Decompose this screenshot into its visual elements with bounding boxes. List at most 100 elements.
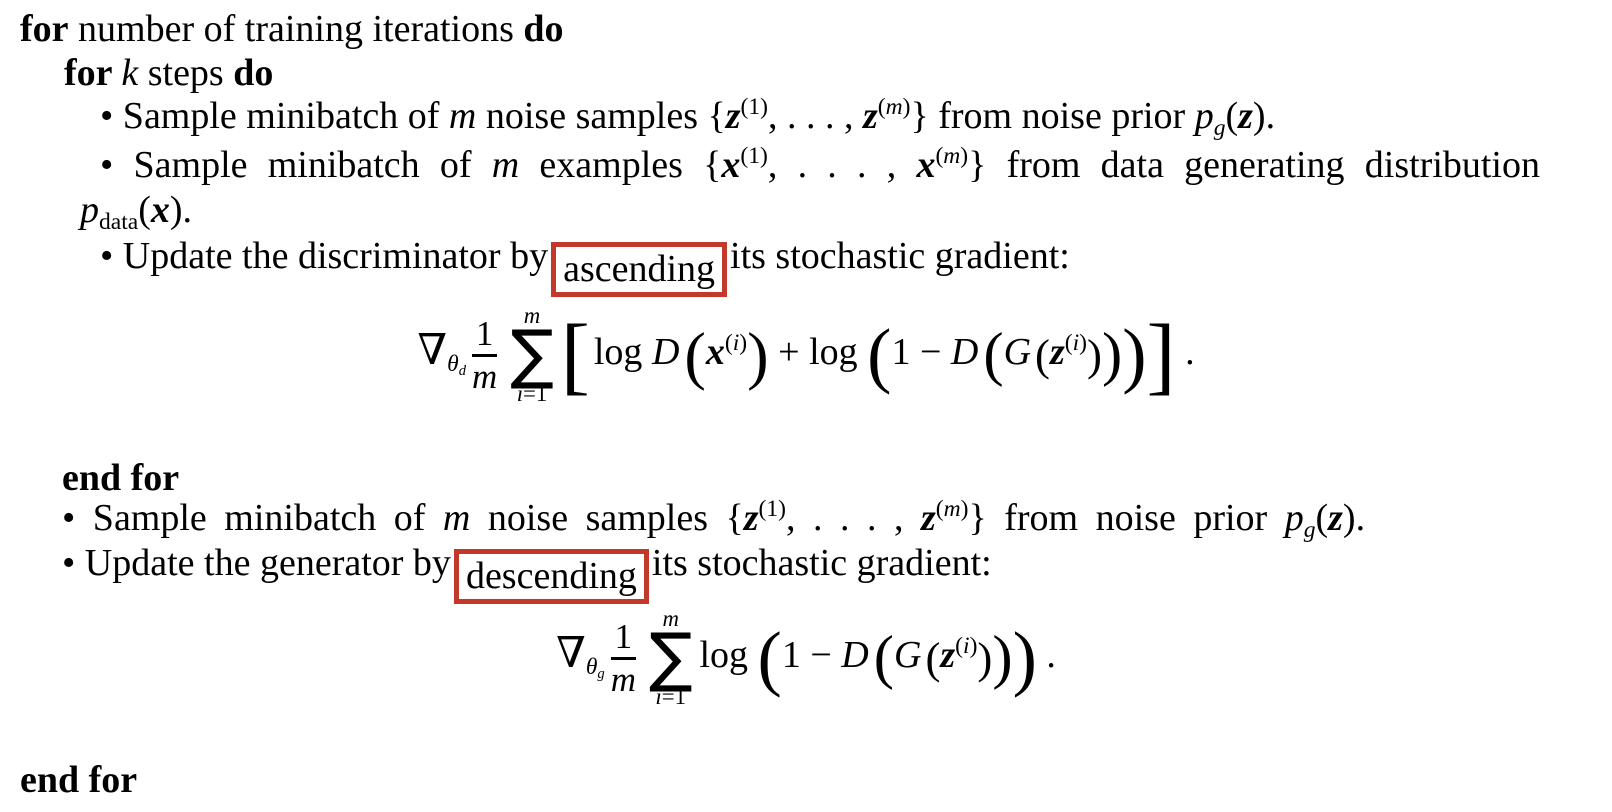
superscript: (i): [955, 633, 977, 659]
text: (: [935, 496, 944, 523]
discriminator-gradient-formula: ∇θd 1 m m ∑ i=1[log D(x(i)) + log (1 − D(G(z(…: [0, 303, 1612, 406]
text: (1): [740, 94, 768, 121]
for-loop-inner: for k steps do: [64, 51, 273, 95]
subscript: g: [1304, 517, 1316, 543]
text: (: [1225, 95, 1239, 137]
subscript: θg: [585, 653, 605, 681]
text: ): [739, 330, 748, 357]
highlight-box: ascending: [551, 242, 728, 298]
keyword: for: [20, 8, 69, 50]
subscript: g: [1214, 115, 1226, 141]
math-var: i: [963, 633, 970, 660]
delimiter: (: [684, 319, 706, 392]
delimiter: (: [1035, 330, 1050, 381]
text: .: [1036, 633, 1056, 676]
delimiter: [: [560, 306, 590, 404]
text: number of training iterations: [68, 8, 524, 50]
text: • Sample minibatch of: [62, 497, 443, 539]
delimiter: ): [1122, 314, 1147, 396]
math-var: G: [1003, 330, 1032, 373]
math-var: k: [121, 52, 139, 94]
math-var: d: [458, 362, 466, 379]
math-var: i: [516, 380, 524, 406]
sum-lower-limit: i=1: [655, 685, 686, 709]
superscript: (1): [759, 496, 786, 522]
sigma-icon: ∑: [510, 316, 554, 392]
math-vector: z: [940, 633, 956, 676]
superscript: (1): [740, 143, 767, 169]
math-var: m: [448, 95, 477, 137]
keyword: end for: [20, 759, 138, 801]
text: , . . . ,: [786, 497, 921, 539]
math-vector: z: [743, 497, 759, 539]
text: (: [138, 189, 151, 231]
superscript: (m): [935, 143, 968, 169]
sum-upper-limit: m: [523, 303, 541, 328]
delimiter: ): [1087, 330, 1102, 381]
numerator: 1: [615, 618, 632, 656]
text: , . . . ,: [767, 144, 917, 186]
math-vector: z: [1238, 95, 1253, 137]
math-var: m: [523, 303, 541, 328]
text: } from noise prior: [968, 497, 1285, 539]
highlight-box: descending: [453, 549, 649, 605]
superscript: (i): [1065, 330, 1087, 356]
math-var: i: [732, 330, 740, 357]
text: (: [724, 330, 733, 357]
step-update-discriminator: • Update the discriminator by ascending it…: [100, 234, 1070, 298]
keyword: for: [64, 52, 122, 94]
text: its stochastic gradient:: [730, 235, 1070, 277]
delimiter: ): [992, 624, 1013, 692]
text: ): [1079, 330, 1088, 357]
delimiter: ): [747, 319, 769, 392]
math-var: m: [471, 356, 498, 396]
superscript: (i): [725, 330, 747, 356]
keyword: end for: [62, 457, 180, 499]
math-var: θ: [585, 653, 598, 680]
text: ): [902, 94, 911, 121]
denominator: m: [471, 356, 498, 396]
math-var: D: [651, 330, 680, 373]
delimiter: (: [925, 633, 941, 684]
math-var: D: [841, 633, 869, 676]
math-var: i: [1072, 330, 1080, 357]
math-var: m: [943, 143, 961, 170]
summation: m ∑ i=1: [649, 607, 693, 709]
step-sample-data: • Sample minibatch of m examples {x(1), …: [100, 143, 1540, 187]
math-var: G: [893, 633, 922, 676]
text: ): [969, 633, 978, 660]
text: ): [960, 496, 969, 523]
step-update-generator: • Update the generator by descending its s…: [62, 541, 992, 605]
delimiter: (: [983, 321, 1004, 389]
superscript: (m): [878, 94, 911, 120]
text: ): [960, 143, 969, 170]
text: noise samples {: [470, 497, 744, 539]
math-vector: z: [1049, 330, 1065, 373]
text: log: [699, 633, 758, 676]
text: log: [593, 330, 652, 373]
text: (: [1315, 497, 1329, 539]
text: ).: [1252, 95, 1276, 137]
superscript: (1): [741, 94, 768, 120]
text: noise samples {: [476, 95, 726, 137]
math-var: g: [1303, 516, 1316, 543]
sum-lower-limit: i=1: [516, 380, 548, 406]
denominator: m: [610, 659, 636, 699]
text: 1 −: [781, 633, 842, 676]
math-var: m: [442, 497, 471, 539]
math-var: m: [610, 659, 636, 699]
subscript: θd: [447, 351, 466, 379]
text: • Sample minibatch of: [100, 144, 492, 186]
summation: m ∑ i=1: [510, 303, 554, 406]
fraction-bar: [471, 353, 498, 357]
delimiter: ]: [1146, 306, 1176, 404]
keyword: do: [233, 52, 274, 94]
text: 1: [614, 617, 633, 656]
text: ascending: [563, 248, 716, 290]
numerator: 1: [476, 315, 493, 353]
text: • Update the discriminator by: [100, 235, 549, 277]
text: 1 −: [891, 330, 951, 373]
subscript: d: [459, 363, 466, 379]
